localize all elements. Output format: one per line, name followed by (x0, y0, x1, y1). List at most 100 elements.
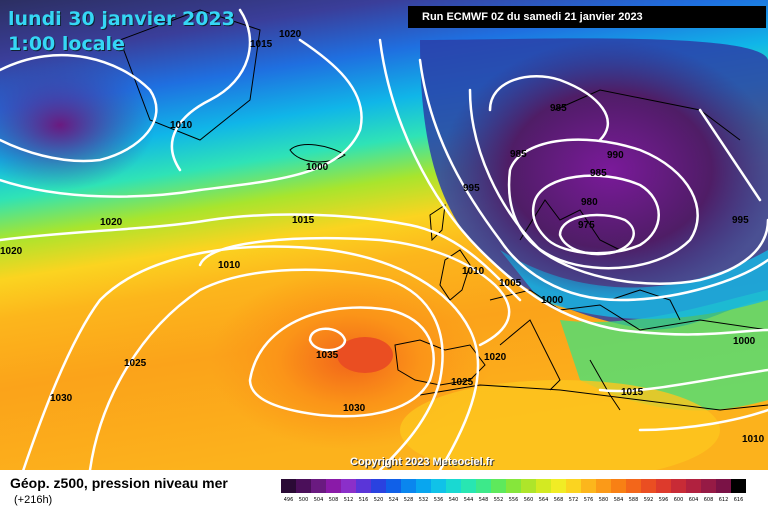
isobar-label: 1010 (742, 434, 765, 445)
scale-tick: 568 (553, 497, 564, 503)
scale-swatch (626, 479, 641, 493)
isobar-label: 985 (590, 168, 607, 179)
isobar-label: 995 (732, 215, 749, 226)
isobar-label: 1020 (279, 29, 302, 40)
isobar-label: 990 (607, 150, 624, 161)
legend-bar: Géop. z500, pression niveau mer (+216h) … (0, 470, 768, 512)
scale-swatch (461, 479, 476, 493)
scale-swatch (296, 479, 311, 493)
scale-swatch (656, 479, 671, 493)
isobar-label: 1010 (170, 120, 193, 131)
scale-swatch (581, 479, 596, 493)
scale-swatch (671, 479, 686, 493)
scale-tick: 548 (478, 497, 489, 503)
isobar-label: 1015 (621, 387, 644, 398)
isobar-label: 1030 (343, 403, 366, 414)
isobar-label: 1010 (462, 266, 485, 277)
scale-tick: 560 (523, 497, 534, 503)
scale-tick: 564 (538, 497, 549, 503)
map-title: Géop. z500, pression niveau mer (10, 475, 228, 491)
scale-tick: 508 (328, 497, 339, 503)
scale-tick: 516 (358, 497, 369, 503)
isobar-label: 1035 (316, 350, 339, 361)
color-scale-ticks: 496 500 504 508 512 516 520 524 528 532 536 540 544 5… (281, 497, 746, 503)
isobar-label: 1020 (0, 246, 23, 257)
scale-tick: 532 (418, 497, 429, 503)
scale-swatch (611, 479, 626, 493)
scale-swatch (416, 479, 431, 493)
isobar-label: 1005 (499, 278, 522, 289)
isobar-label: 985 (550, 103, 567, 114)
coastlines (119, 9, 768, 411)
isobar-label: 1030 (50, 393, 73, 404)
scale-tick: 576 (583, 497, 594, 503)
scale-tick: 536 (433, 497, 444, 503)
scale-swatch (536, 479, 551, 493)
weather-map: 1020 1015 1010 1000 995 985 985 990 985 … (0, 0, 768, 470)
isobar-label: 1015 (292, 215, 315, 226)
scale-tick: 612 (718, 497, 729, 503)
scale-tick: 596 (658, 497, 669, 503)
scale-swatch (521, 479, 536, 493)
forecast-date: lundi 30 janvier 2023 (8, 8, 235, 30)
trough-green (560, 290, 768, 411)
scale-swatch (596, 479, 611, 493)
lead-time: (+216h) (14, 494, 53, 506)
trough-cyan (500, 250, 768, 319)
scale-swatch (311, 479, 326, 493)
scale-swatch (386, 479, 401, 493)
scale-tick: 608 (703, 497, 714, 503)
isobar-label: 1000 (541, 295, 564, 306)
scale-swatch (356, 479, 371, 493)
scale-tick: 616 (733, 497, 744, 503)
scale-swatch (281, 479, 296, 493)
scale-tick: 584 (613, 497, 624, 503)
scale-swatch (641, 479, 656, 493)
color-scale (281, 479, 746, 493)
isobar-label: 1020 (484, 352, 507, 363)
scale-tick: 524 (388, 497, 399, 503)
scale-swatch (506, 479, 521, 493)
scale-tick: 528 (403, 497, 414, 503)
warm-south (400, 380, 720, 470)
scale-tick: 500 (298, 497, 309, 503)
scale-swatch (326, 479, 341, 493)
scale-tick: 580 (598, 497, 609, 503)
scale-tick: 520 (373, 497, 384, 503)
isobar-label: 985 (510, 149, 527, 160)
scale-swatch (371, 479, 386, 493)
low-west (0, 60, 155, 190)
scale-tick: 540 (448, 497, 459, 503)
scale-swatch (491, 479, 506, 493)
scale-swatch (476, 479, 491, 493)
forecast-time: 1:00 locale (8, 33, 125, 55)
scale-tick: 504 (313, 497, 324, 503)
scale-swatch (716, 479, 731, 493)
scale-tick: 496 (283, 497, 294, 503)
isobar-label: 1010 (218, 260, 241, 271)
isobar-labels: 1020 1015 1010 1000 995 985 985 990 985 … (0, 29, 765, 445)
isobar-label: 975 (578, 220, 595, 231)
scale-swatch (686, 479, 701, 493)
isobar-label: 1020 (100, 217, 123, 228)
isobar-label: 1000 (733, 336, 756, 347)
high-center (337, 337, 393, 373)
scale-swatch (701, 479, 716, 493)
scale-swatch (731, 479, 746, 493)
low-core (440, 40, 768, 300)
isobar-label: 1025 (124, 358, 147, 369)
scale-swatch (401, 479, 416, 493)
scale-tick: 512 (343, 497, 354, 503)
scale-tick: 572 (568, 497, 579, 503)
copyright: Copyright 2023 Meteociel.fr (350, 456, 494, 468)
scale-tick: 604 (688, 497, 699, 503)
scale-swatch (431, 479, 446, 493)
scale-tick: 552 (493, 497, 504, 503)
isobar-label: 980 (581, 197, 598, 208)
scale-tick: 544 (463, 497, 474, 503)
scale-swatch (551, 479, 566, 493)
isobar-label: 995 (463, 183, 480, 194)
isobar-label: 1025 (451, 377, 474, 388)
isobars (0, 8, 768, 470)
